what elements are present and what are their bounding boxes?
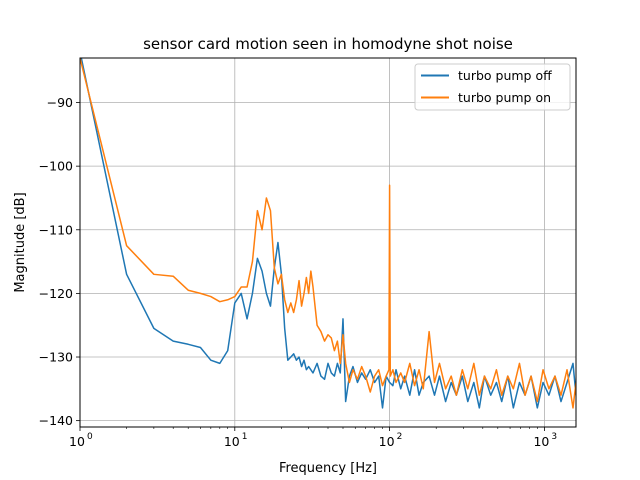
series-line-pump-off — [80, 58, 576, 409]
x-tick-base: 10 — [69, 434, 85, 449]
x-tick-base: 10 — [379, 434, 395, 449]
x-tick-exponent: 3 — [551, 432, 557, 442]
series-line-pump-on — [80, 58, 576, 409]
x-tick-label: 10 0 — [69, 432, 93, 449]
y-axis-ticks: −90 −100 −110 −120 −130 −140 — [39, 95, 80, 428]
y-tick-label: −100 — [39, 159, 73, 174]
x-tick-label: 10 2 — [379, 432, 403, 449]
x-tick-base: 10 — [224, 434, 240, 449]
legend-box — [414, 63, 571, 111]
y-tick-label: −130 — [39, 350, 73, 365]
x-axis-ticks: 10 0 10 1 10 2 10 3 — [69, 427, 557, 449]
x-tick-exponent: 0 — [87, 432, 93, 442]
legend: turbo pump off turbo pump on — [414, 63, 571, 111]
chart-title: sensor card motion seen in homodyne shot… — [143, 35, 513, 53]
legend-label-pump-off: turbo pump off — [458, 68, 552, 83]
legend-label-pump-on: turbo pump on — [458, 90, 551, 105]
plot-area — [79, 57, 577, 428]
series-layer — [80, 58, 576, 409]
x-tick-exponent: 2 — [397, 432, 403, 442]
y-tick-label: −140 — [39, 413, 73, 428]
x-tick-label: 10 3 — [533, 432, 557, 449]
plot-background — [80, 58, 576, 427]
y-tick-label: −110 — [39, 222, 73, 237]
x-tick-base: 10 — [533, 434, 549, 449]
y-tick-label: −120 — [39, 286, 73, 301]
x-tick-exponent: 1 — [242, 432, 248, 442]
x-axis-label: Frequency [Hz] — [279, 461, 377, 476]
x-tick-label: 10 1 — [224, 432, 248, 449]
y-axis-label: Magnitude [dB] — [13, 192, 28, 292]
y-tick-label: −90 — [47, 95, 73, 110]
